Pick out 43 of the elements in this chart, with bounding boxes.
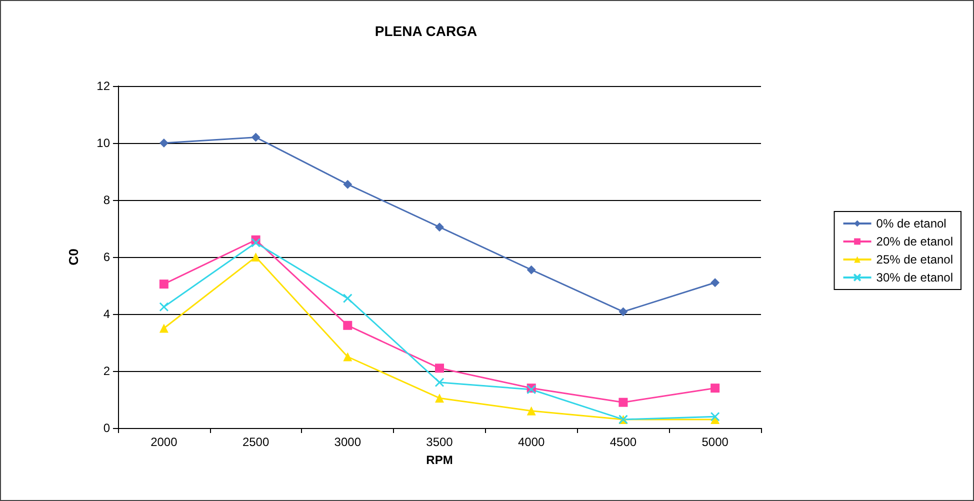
x-tick-label: 2000 bbox=[150, 435, 178, 449]
point bbox=[159, 138, 168, 148]
y-tick-label: 8 bbox=[103, 193, 110, 207]
legend-label: 20% de etanol bbox=[876, 234, 954, 248]
point bbox=[159, 302, 169, 312]
point bbox=[618, 307, 628, 316]
y-tick-label: 4 bbox=[103, 307, 110, 321]
y-tick-label: 0 bbox=[103, 421, 110, 435]
chart-title: PLENA CARGA bbox=[374, 23, 478, 39]
point bbox=[435, 394, 444, 403]
y-tick-label: 6 bbox=[103, 250, 110, 264]
y-tick-label: 12 bbox=[96, 79, 110, 93]
point bbox=[435, 364, 444, 373]
point bbox=[251, 252, 260, 262]
point bbox=[710, 412, 720, 422]
x-tick-label: 3000 bbox=[334, 435, 362, 449]
legend-label: 0% de etanol bbox=[876, 216, 946, 230]
point bbox=[342, 294, 352, 304]
point bbox=[343, 320, 352, 330]
point bbox=[251, 132, 260, 142]
x-tick-label: 4500 bbox=[610, 435, 637, 449]
point bbox=[710, 278, 720, 288]
x-axis-title: RPM bbox=[426, 453, 453, 467]
x-tick-label: 4000 bbox=[518, 435, 546, 449]
point bbox=[343, 352, 352, 362]
x-tick-label: 5000 bbox=[702, 435, 729, 449]
y-tick-label: 2 bbox=[103, 364, 110, 378]
x-tick-label: 2500 bbox=[242, 435, 270, 449]
point bbox=[710, 384, 720, 393]
point bbox=[159, 324, 168, 333]
point bbox=[526, 265, 536, 274]
y-tick-label: 10 bbox=[96, 136, 110, 150]
point bbox=[434, 378, 444, 388]
point bbox=[526, 406, 536, 416]
legend-label: 25% de etanol bbox=[876, 252, 954, 266]
point bbox=[251, 238, 261, 248]
point bbox=[435, 222, 444, 232]
point bbox=[343, 180, 352, 189]
y-axis-title: C0 bbox=[66, 248, 81, 266]
x-tick-label: 3500 bbox=[426, 435, 454, 449]
point bbox=[618, 398, 628, 407]
legend-label: 30% de etanol bbox=[876, 270, 954, 284]
point bbox=[159, 280, 168, 289]
